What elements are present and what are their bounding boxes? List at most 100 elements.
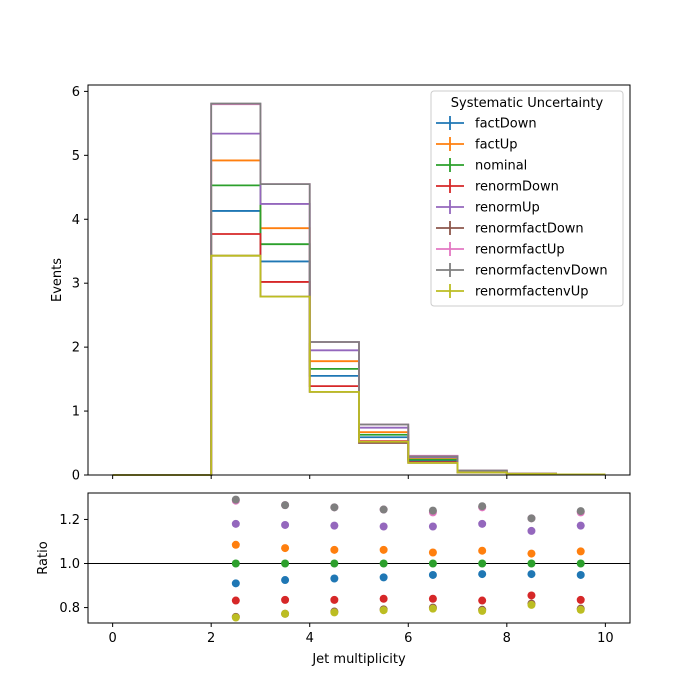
ratio-x-tick-label: 4 [306, 631, 314, 646]
ratio-point-renormUp [527, 526, 536, 535]
ratio-y-tick-label: 1.2 [59, 513, 80, 528]
main-y-tick-label: 5 [72, 149, 80, 164]
legend-handle-nominal [436, 158, 464, 172]
ratio-y-axis-label: Ratio [36, 541, 51, 574]
ratio-axes-frame [87, 492, 631, 624]
ratio-point-factUp [576, 547, 585, 556]
ratio-point-factUp [281, 544, 290, 553]
main-y-tick-label: 2 [72, 341, 80, 356]
ratio-point-renormfactenvDown [281, 501, 290, 510]
ratio-point-renormfactenvDown [330, 503, 339, 512]
main-y-tick-label: 6 [72, 85, 80, 100]
ratio-point-renormfactenvDown [428, 506, 437, 515]
ratio-point-factDown [330, 574, 339, 583]
ratio-point-nominal [330, 559, 339, 568]
legend-entry-renormfactenvDown: renormfactenvDown [475, 264, 608, 279]
ratio-x-tick-label: 2 [207, 631, 215, 646]
main-y-axis-label: Events [50, 258, 65, 302]
legend-title: Systematic Uncertainty [451, 96, 604, 111]
ratio-point-renormDown [576, 595, 585, 604]
ratio-point-factDown [231, 579, 240, 588]
ratio-point-nominal [478, 559, 487, 568]
ratio-point-renormfactenvUp [478, 606, 487, 615]
legend: Systematic Uncertainty factDown factUp nomi… [430, 90, 624, 307]
ratio-point-factUp [379, 545, 388, 554]
legend-entry-renormUp: renormUp [475, 201, 540, 216]
ratio-point-renormDown [428, 594, 437, 603]
ratio-point-factDown [281, 576, 290, 585]
legend-entry-factUp: factUp [475, 138, 518, 153]
ratio-point-renormUp [330, 521, 339, 530]
ratio-point-renormDown [231, 596, 240, 605]
ratio-point-factUp [231, 540, 240, 549]
ratio-point-nominal [231, 559, 240, 568]
ratio-point-renormfactenvDown [478, 502, 487, 511]
ratio-point-nominal [379, 559, 388, 568]
ratio-x-tick-label: 6 [404, 631, 412, 646]
legend-entry-nominal: nominal [475, 159, 527, 174]
ratio-y-tick-label: 1.0 [59, 557, 80, 572]
ratio-point-nominal [428, 559, 437, 568]
ratio-point-renormfactenvUp [379, 606, 388, 615]
main-y-tick-label: 3 [72, 277, 80, 292]
ratio-point-renormUp [379, 522, 388, 531]
ratio-point-renormfactenvDown [527, 514, 536, 523]
ratio-point-renormfactenvUp [428, 604, 437, 613]
ratio-point-renormDown [478, 596, 487, 605]
legend-entry-renormfactDown: renormfactDown [475, 222, 584, 237]
ratio-point-renormfactenvUp [281, 609, 290, 618]
legend-handle-renormUp [436, 200, 464, 214]
legend-entry-factDown: factDown [475, 117, 537, 132]
ratio-point-renormfactenvUp [231, 613, 240, 622]
ratio-point-renormUp [576, 521, 585, 530]
legend-handle-renormfactUp [436, 242, 464, 256]
ratio-point-renormfactenvUp [576, 605, 585, 614]
ratio-point-factUp [478, 546, 487, 555]
ratio-point-renormUp [478, 519, 487, 528]
hist-line-renormfactenvUp [112, 254, 606, 476]
legend-handle-renormDown [436, 179, 464, 193]
ratio-x-tick-label: 0 [108, 631, 116, 646]
legend-handle-renormfactDown [436, 221, 464, 235]
ratio-point-nominal [576, 559, 585, 568]
ratio-point-renormfactenvUp [527, 600, 536, 609]
ratio-point-factDown [428, 570, 437, 579]
main-axes-frame [87, 84, 631, 476]
ratio-point-nominal [281, 559, 290, 568]
ratio-x-axis-label: Jet multiplicity [311, 652, 406, 667]
ratio-y-tick-label: 0.8 [59, 601, 80, 616]
ratio-x-tick-label: 8 [503, 631, 511, 646]
ratio-point-renormDown [330, 595, 339, 604]
main-y-tick-label: 0 [72, 469, 80, 484]
legend-handle-factDown [436, 116, 464, 130]
ratio-point-renormUp [231, 519, 240, 528]
ratio-point-factUp [527, 549, 536, 558]
legend-handle-renormfactenvUp [436, 284, 464, 298]
ratio-point-renormDown [527, 591, 536, 600]
main-y-tick-label: 1 [72, 405, 80, 420]
legend-handle-renormfactenvDown [436, 263, 464, 277]
main-y-tick-label: 4 [72, 213, 80, 228]
ratio-point-nominal [527, 559, 536, 568]
ratio-point-factDown [576, 570, 585, 579]
ratio-point-factDown [527, 570, 536, 579]
ratio-x-tick-label: 10 [597, 631, 614, 646]
ratio-point-renormfactenvUp [330, 608, 339, 617]
ratio-point-factUp [428, 548, 437, 557]
legend-entry-renormfactUp: renormfactUp [475, 243, 565, 258]
ratio-panel: 0 2 4 6 8 10 0.8 1.0 1.2 Jet multiplicity Ratio [36, 492, 631, 667]
ratio-point-factDown [379, 573, 388, 582]
ratio-point-renormfactenvDown [576, 507, 585, 516]
ratio-point-renormUp [281, 520, 290, 529]
ratio-point-renormDown [379, 594, 388, 603]
ratio-point-renormfactenvDown [379, 505, 388, 514]
legend-entry-renormfactenvUp: renormfactenvUp [475, 285, 589, 300]
ratio-point-factUp [330, 545, 339, 554]
legend-handle-factUp [436, 137, 464, 151]
ratio-point-factDown [478, 570, 487, 579]
ratio-point-renormfactenvDown [231, 495, 240, 504]
legend-entry-renormDown: renormDown [475, 180, 559, 195]
ratio-point-renormUp [428, 522, 437, 531]
main-panel: 0 1 2 3 4 5 6 Events Systematic Uncertainty factD… [50, 84, 631, 484]
